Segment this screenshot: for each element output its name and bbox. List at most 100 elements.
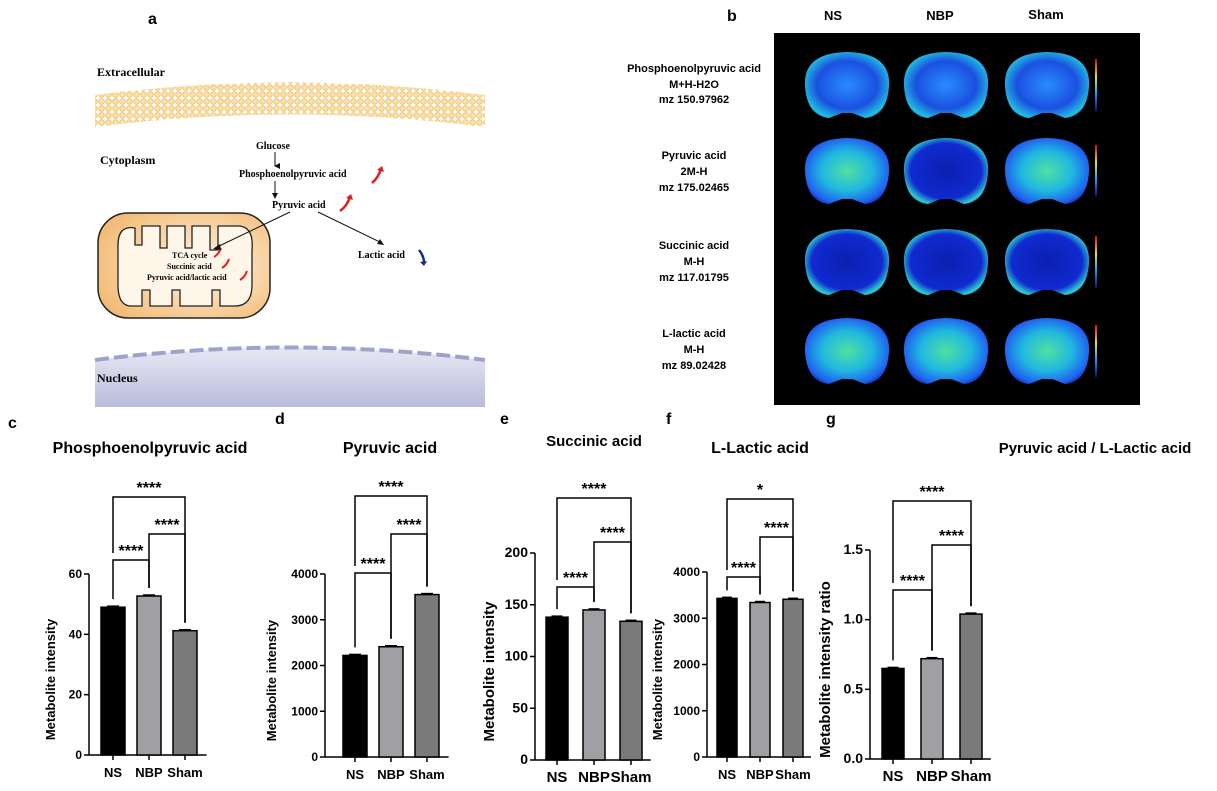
- msi-row-adduct: M-H: [684, 256, 705, 268]
- significance-label: ****: [397, 517, 423, 534]
- panel-letter-f: f: [666, 411, 672, 428]
- chart-title: Pyruvic acid: [343, 440, 437, 457]
- bar-nbp: [582, 609, 606, 761]
- significance-bracket: [726, 498, 794, 592]
- arrow-pyruvic-lactic: [317, 211, 383, 244]
- x-tick-label: NBP: [578, 769, 610, 786]
- lactic-label: Lactic acid: [358, 250, 405, 261]
- y-axis-label: Metabolite intensity: [264, 619, 279, 741]
- glucose-label: Glucose: [256, 141, 290, 152]
- msi-row-mz: mz 150.97962: [659, 94, 729, 106]
- x-tick-label: Sham: [775, 767, 810, 782]
- up-arrow-icon: [339, 196, 352, 213]
- chart-title: L-Lactic acid: [711, 440, 809, 457]
- bar-sham: [172, 629, 198, 756]
- msi-row-mz: mz 175.02465: [659, 182, 729, 194]
- x-tick-label: Sham: [951, 768, 992, 785]
- panel-letter-a: a: [148, 11, 157, 28]
- brain-section-sham: [1004, 318, 1090, 384]
- bar-sham: [959, 613, 983, 760]
- arrowhead: [213, 244, 221, 250]
- bar-ns: [881, 667, 905, 760]
- brain-section-nbp: [903, 229, 989, 295]
- y-tick-label: 100: [505, 648, 529, 664]
- significance-bracket: [354, 572, 392, 648]
- y-tick-label: 2000: [673, 658, 700, 672]
- bar-sham: [782, 598, 804, 758]
- bar-ns: [342, 654, 368, 758]
- x-tick-label: Sham: [409, 767, 444, 782]
- msi-row-adduct: M-H: [684, 344, 705, 356]
- y-tick-label: 150: [505, 596, 529, 612]
- panel-b-msi-images: b NS NBP Sham Phosphoenolpyruvic acid M+H…: [627, 7, 1140, 405]
- significance-label: ****: [731, 560, 757, 577]
- chart-title: Succinic acid: [546, 433, 642, 450]
- bar-ns: [716, 597, 738, 758]
- x-tick-label: Sham: [167, 765, 202, 780]
- significance-label: ****: [119, 543, 145, 560]
- chart-c: c Phosphoenolpyruvic acid Metabolite inten…: [8, 415, 247, 780]
- significance-label: ****: [155, 517, 181, 534]
- significance-label: ****: [563, 570, 589, 587]
- colorbar: [1095, 236, 1097, 288]
- msi-row-name: Succinic acid: [659, 240, 729, 252]
- x-tick-label: NS: [718, 767, 736, 782]
- brain-section-ns: [804, 52, 890, 118]
- chart-f: f L-Lactic acid Metabolite intensity 0 1000 2…: [650, 411, 811, 782]
- bar-nbp: [920, 657, 944, 760]
- y-tick-label: 0: [75, 748, 82, 762]
- bar-ns: [545, 616, 569, 761]
- succinic-label-a: Succinic acid: [167, 262, 212, 271]
- nuclear-envelope: [94, 345, 486, 362]
- arrowhead: [377, 239, 384, 245]
- bar-ns: [100, 606, 126, 756]
- significance-bracket: [112, 496, 186, 623]
- y-tick-label: 2000: [291, 659, 318, 673]
- significance-label: ****: [379, 479, 405, 496]
- x-tick-label: NS: [547, 769, 568, 786]
- cytoplasm-label: Cytoplasm: [100, 153, 155, 167]
- x-tick-label: NBP: [916, 768, 948, 785]
- x-tick-label: NS: [346, 767, 364, 782]
- x-tick-label: Sham: [611, 769, 652, 786]
- pyruvic-label: Pyruvic acid: [272, 200, 326, 211]
- y-tick-label: 4000: [673, 565, 700, 579]
- significance-bracket: [593, 541, 632, 614]
- arrow-pyruvic-tca: [214, 211, 291, 249]
- brain-section-ns: [804, 318, 890, 384]
- significance-label: ****: [900, 573, 926, 590]
- significance-bracket: [759, 536, 794, 595]
- significance-label: *: [757, 482, 764, 499]
- chart-title: Pyruvic acid / L-Lactic acid: [999, 440, 1192, 457]
- y-axis-label: Metabolite intensity ratio: [817, 581, 834, 758]
- nucleus: [95, 347, 485, 407]
- x-tick-label: NS: [104, 765, 122, 780]
- panel-letter-g: g: [826, 411, 836, 428]
- y-tick-label: 0.0: [844, 750, 864, 766]
- bar-nbp: [749, 601, 771, 758]
- y-axis-label: Metabolite intensity: [650, 618, 665, 740]
- brain-section-sham: [1004, 229, 1090, 295]
- y-tick-label: 20: [69, 688, 83, 702]
- y-tick-label: 3000: [291, 613, 318, 627]
- significance-bracket: [726, 576, 761, 595]
- bar-sham: [619, 620, 643, 761]
- msi-row-adduct: M+H-H2O: [669, 79, 719, 91]
- brain-section-nbp: [903, 318, 989, 384]
- up-arrow-icon: [239, 270, 248, 281]
- brain-section-ns: [804, 229, 890, 295]
- y-tick-label: 1.0: [844, 611, 864, 627]
- msi-row-name: L-lactic acid: [662, 328, 726, 340]
- x-tick-label: NBP: [135, 765, 163, 780]
- chart-d: d Pyruvic acid Metabolite intensity 0 1000 20…: [264, 411, 449, 782]
- brain-section-nbp: [903, 138, 989, 204]
- y-tick-label: 1000: [673, 704, 700, 718]
- column-header-nbp: NBP: [926, 8, 954, 23]
- brain-section-nbp: [903, 52, 989, 118]
- msi-row-name: Pyruvic acid: [662, 150, 727, 162]
- x-tick-label: NBP: [377, 767, 405, 782]
- significance-bracket: [892, 589, 933, 661]
- y-tick-label: 40: [69, 627, 83, 641]
- y-tick-label: 3000: [673, 611, 700, 625]
